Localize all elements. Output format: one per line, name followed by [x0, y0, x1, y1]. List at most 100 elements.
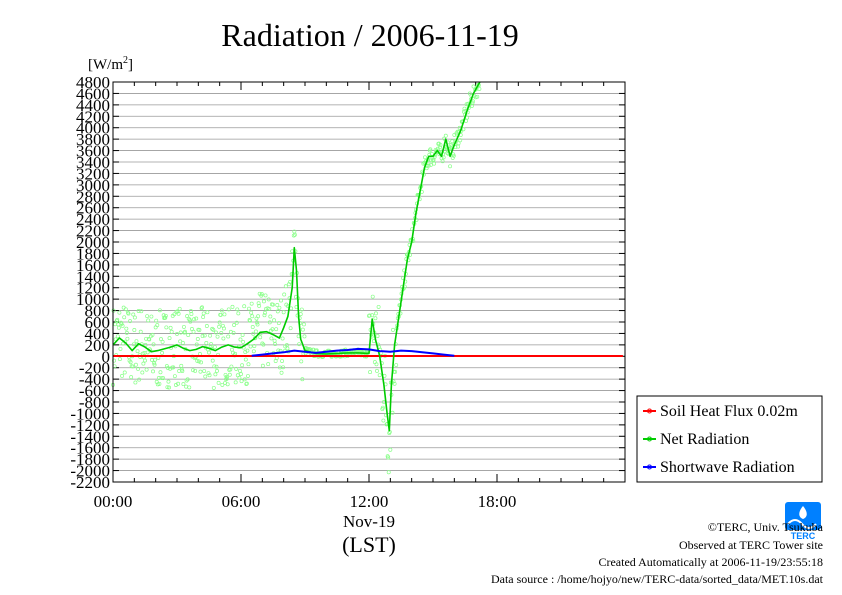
net-radiation-sample-point [239, 379, 244, 384]
net-radiation-sample-point [374, 362, 379, 367]
net-radiation-sample-point [132, 327, 137, 332]
net-radiation-sample-point [261, 342, 266, 347]
y-tick-label: -1200 [70, 416, 110, 435]
net-radiation-sample-point [160, 350, 165, 355]
net-radiation-sample-point [248, 344, 253, 349]
y-tick-label: 4000 [76, 119, 110, 138]
net-radiation-sample-point [111, 308, 116, 313]
y-tick-label: 2400 [76, 210, 110, 229]
y-tick-label: 3400 [76, 153, 110, 172]
y-tick-label: -600 [79, 382, 110, 401]
net-radiation-sample-point [145, 314, 150, 319]
net-radiation-sample-point [166, 379, 171, 384]
net-radiation-sample-point [117, 357, 122, 362]
net-radiation-sample-point [273, 342, 278, 347]
net-radiation-sample-point [245, 348, 250, 353]
net-radiation-sample-point [275, 309, 280, 314]
net-radiation-sample-point [163, 315, 168, 320]
net-radiation-sample-point [380, 405, 385, 410]
net-radiation-sample-point [235, 307, 240, 312]
net-radiation-sample-point [133, 380, 138, 385]
net-radiation-sample-point [165, 385, 170, 390]
net-radiation-sample-point [165, 366, 170, 370]
net-radiation-sample-point [236, 311, 241, 316]
net-radiation-sample-point [145, 350, 150, 355]
net-radiation-sample-point [129, 375, 134, 380]
net-radiation-sample-point [177, 306, 182, 311]
net-radiation-sample-point [178, 330, 183, 335]
net-radiation-sample-point [130, 364, 135, 369]
net-radiation-sample-point [175, 331, 179, 336]
net-radiation-sample-point [241, 339, 246, 344]
net-radiation-sample-point [193, 368, 198, 373]
net-radiation-sample-point [392, 381, 397, 386]
net-radiation-sample-point [197, 328, 202, 332]
net-radiation-sample-point [175, 309, 180, 314]
y-tick-label: 3000 [76, 176, 110, 195]
net-radiation-sample-point [115, 317, 120, 322]
net-radiation-sample-point [450, 139, 455, 144]
net-radiation-sample-point [217, 324, 222, 329]
y-tick-label: -1600 [70, 439, 110, 458]
net-radiation-sample-point [271, 302, 275, 307]
net-radiation-sample-point [124, 330, 129, 335]
net-radiation-sample-point [299, 307, 304, 312]
y-tick-label: 3600 [76, 142, 110, 161]
net-radiation-sample-point [187, 317, 192, 322]
net-radiation-sample-point [211, 327, 216, 332]
net-radiation-sample-point [279, 370, 284, 375]
net-radiation-sample-point [118, 346, 123, 351]
net-radiation-sample-point [242, 377, 247, 382]
net-radiation-sample-point [160, 339, 165, 344]
net-radiation-sample-point [245, 374, 250, 378]
net-radiation-sample-point [207, 373, 212, 378]
net-radiation-sample-point [213, 372, 218, 377]
legend-label-shortwave-radiation: Shortwave Radiation [660, 459, 795, 476]
net-radiation-sample-point [280, 336, 285, 341]
net-radiation-sample-point [428, 162, 433, 167]
net-radiation-sample-point [220, 382, 225, 387]
net-radiation-sample-point [386, 455, 391, 460]
net-radiation-sample-point [455, 129, 460, 134]
net-radiation-sample-point [212, 364, 217, 369]
net-radiation-sample-point [161, 376, 166, 381]
net-radiation-sample-point [450, 155, 455, 160]
net-radiation-sample-point [258, 335, 263, 340]
y-tick-label: 1800 [76, 244, 110, 263]
net-radiation-sample-point [219, 308, 224, 313]
y-tick-label: 600 [85, 313, 111, 332]
plot-frame [112, 81, 626, 483]
net-radiation-sample-point [125, 336, 130, 341]
net-radiation-sample-point [122, 315, 127, 320]
y-tick-label: -1800 [70, 450, 110, 469]
net-radiation-sample-point [249, 301, 254, 306]
net-radiation-sample-point [475, 94, 480, 99]
net-radiation-sample-point [132, 315, 137, 320]
logo-text: TERC [791, 531, 816, 541]
net-radiation-sample-point [164, 325, 169, 330]
net-radiation-sample-point [238, 337, 243, 342]
shortwave-radiation-line [251, 347, 455, 357]
net-radiation-sample-point [432, 161, 437, 166]
net-radiation-sample-point [443, 133, 448, 138]
y-tick-label: 1200 [76, 279, 110, 298]
net-radiation-sample-point [172, 374, 177, 379]
net-radiation-sample-point [172, 312, 177, 317]
net-radiation-sample-point [270, 327, 275, 332]
net-radiation-sample-point [221, 336, 226, 341]
net-radiation-sample-point [391, 327, 395, 332]
legend-label-net-radiation: Net Radiation [660, 431, 749, 448]
net-radiation-sample-point [282, 292, 287, 297]
net-radiation-sample-point [200, 334, 205, 338]
footer-copyright: ©TERC, Univ. Tsukuba [708, 520, 824, 534]
net-radiation-sample-point [249, 310, 254, 315]
net-radiation-sample-point [186, 333, 191, 337]
net-radiation-sample-point [237, 368, 242, 373]
net-radiation-sample-point [426, 163, 431, 168]
net-radiation-sample-point [281, 365, 286, 370]
net-radiation-sample-point [167, 336, 172, 341]
net-radiation-sample-point [451, 153, 456, 158]
net-radiation-sample-point [232, 323, 237, 327]
net-radiation-sample-point [210, 358, 215, 363]
net-radiation-sample-point [131, 312, 136, 317]
